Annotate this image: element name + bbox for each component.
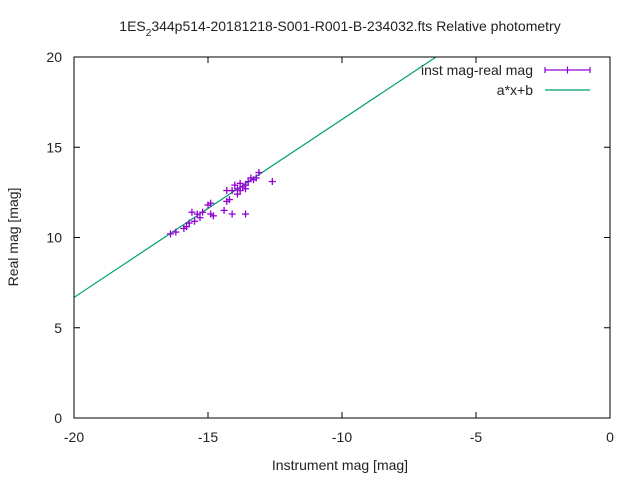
plot-border — [73, 56, 611, 419]
data-point — [228, 187, 236, 195]
data-point — [183, 223, 191, 231]
y-tick-label: 10 — [46, 230, 62, 246]
chart-title-main: 1ES — [119, 18, 145, 34]
data-point — [236, 179, 244, 187]
data-point — [191, 217, 199, 225]
y-tick-label: 20 — [46, 49, 62, 65]
data-point — [220, 206, 228, 214]
data-point — [172, 228, 180, 236]
legend: inst mag-real mag a*x+b — [421, 62, 591, 98]
data-point — [255, 169, 263, 177]
data-point — [242, 185, 250, 193]
data-point — [193, 210, 201, 218]
data-point — [225, 196, 233, 204]
y-tick-label: 15 — [46, 139, 62, 155]
fit-line — [74, 57, 438, 298]
chart-title-rest: 344p514-20181218-S001-R001-B-234032.fts … — [151, 18, 560, 34]
y-tick-label: 0 — [54, 410, 62, 426]
data-point — [188, 208, 196, 216]
x-tick-label: 0 — [606, 429, 614, 445]
data-point — [228, 210, 236, 218]
x-tick-label: -20 — [64, 429, 84, 445]
axis-ticks — [73, 56, 611, 419]
data-point — [268, 178, 276, 186]
data-point — [209, 212, 217, 220]
axis-tick-labels: -20 -15 -10 -5 0 0 5 10 15 20 — [46, 49, 614, 445]
data-points-layer — [166, 169, 276, 238]
y-tick-label: 5 — [54, 320, 62, 336]
x-tick-label: -15 — [198, 429, 218, 445]
fit-line-layer — [74, 57, 438, 298]
legend-label-inst-mag: inst mag-real mag — [421, 62, 533, 78]
chart-title-subscript: 2 — [146, 28, 152, 39]
data-point — [252, 174, 260, 182]
legend-label-fit: a*x+b — [497, 82, 533, 98]
x-tick-label: -5 — [470, 429, 483, 445]
x-axis-title: Instrument mag [mag] — [272, 457, 408, 473]
data-point — [199, 208, 207, 216]
data-point — [166, 230, 174, 238]
data-point — [242, 210, 250, 218]
data-point — [185, 219, 193, 227]
y-axis-title: Real mag [mag] — [5, 188, 21, 287]
data-point — [196, 214, 204, 222]
chart-title: 1ES2344p514-20181218-S001-R001-B-234032.… — [119, 18, 560, 39]
x-tick-label: -10 — [332, 429, 352, 445]
data-point — [236, 187, 244, 195]
data-point — [207, 199, 215, 207]
legend-symbol-errorbar — [544, 66, 591, 74]
data-point — [231, 181, 239, 189]
data-point — [244, 178, 252, 186]
